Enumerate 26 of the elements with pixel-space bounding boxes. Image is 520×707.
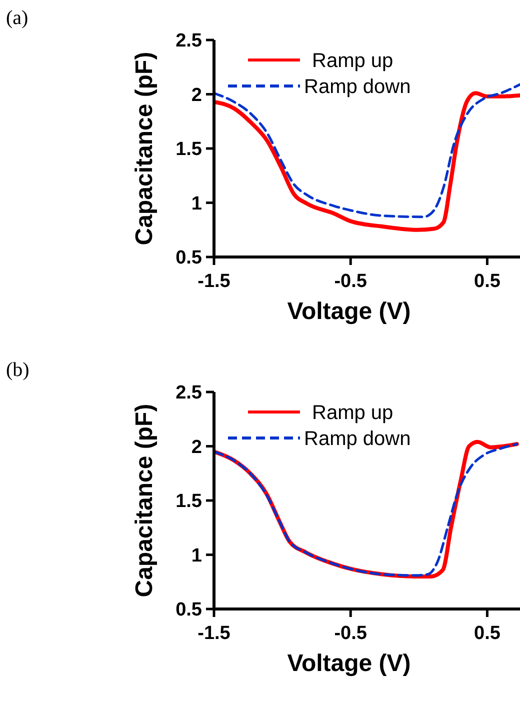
legend-label: Ramp up (312, 50, 394, 72)
y-tick-label: 1 (191, 193, 202, 214)
y-tick-label: 2.5 (176, 382, 202, 404)
legend-label: Ramp down (304, 76, 411, 98)
y-tick-label: 2 (191, 84, 202, 106)
x-axis-title: Voltage (V) (287, 298, 411, 325)
y-tick-label: 0.5 (176, 248, 202, 269)
y-tick-label: 1.5 (176, 491, 202, 512)
text: (b) (6, 359, 30, 381)
x-tick-label: -1.5 (198, 623, 231, 644)
y-tick-label: 1 (191, 545, 202, 566)
y-tick-label: 1.5 (176, 139, 202, 160)
x-axis-title: Voltage (V) (287, 650, 411, 677)
x-tick-label: -0.5 (334, 271, 368, 292)
x-tick-label: 0.5 (474, 623, 501, 644)
y-tick-label: 0.5 (176, 600, 202, 621)
x-tick-label: 0.5 (474, 271, 501, 292)
x-tick-label: -1.5 (198, 271, 231, 292)
y-axis-title: Capacitance (pF) (131, 404, 158, 598)
y-axis-title: Capacitance (pF) (131, 52, 158, 246)
legend-label: Ramp down (304, 428, 411, 450)
y-tick-label: 2 (191, 436, 202, 458)
x-tick-label: -0.5 (334, 623, 368, 644)
y-tick-label: 2.5 (176, 30, 202, 52)
legend-label: Ramp up (312, 402, 394, 424)
text: (a) (6, 7, 28, 29)
